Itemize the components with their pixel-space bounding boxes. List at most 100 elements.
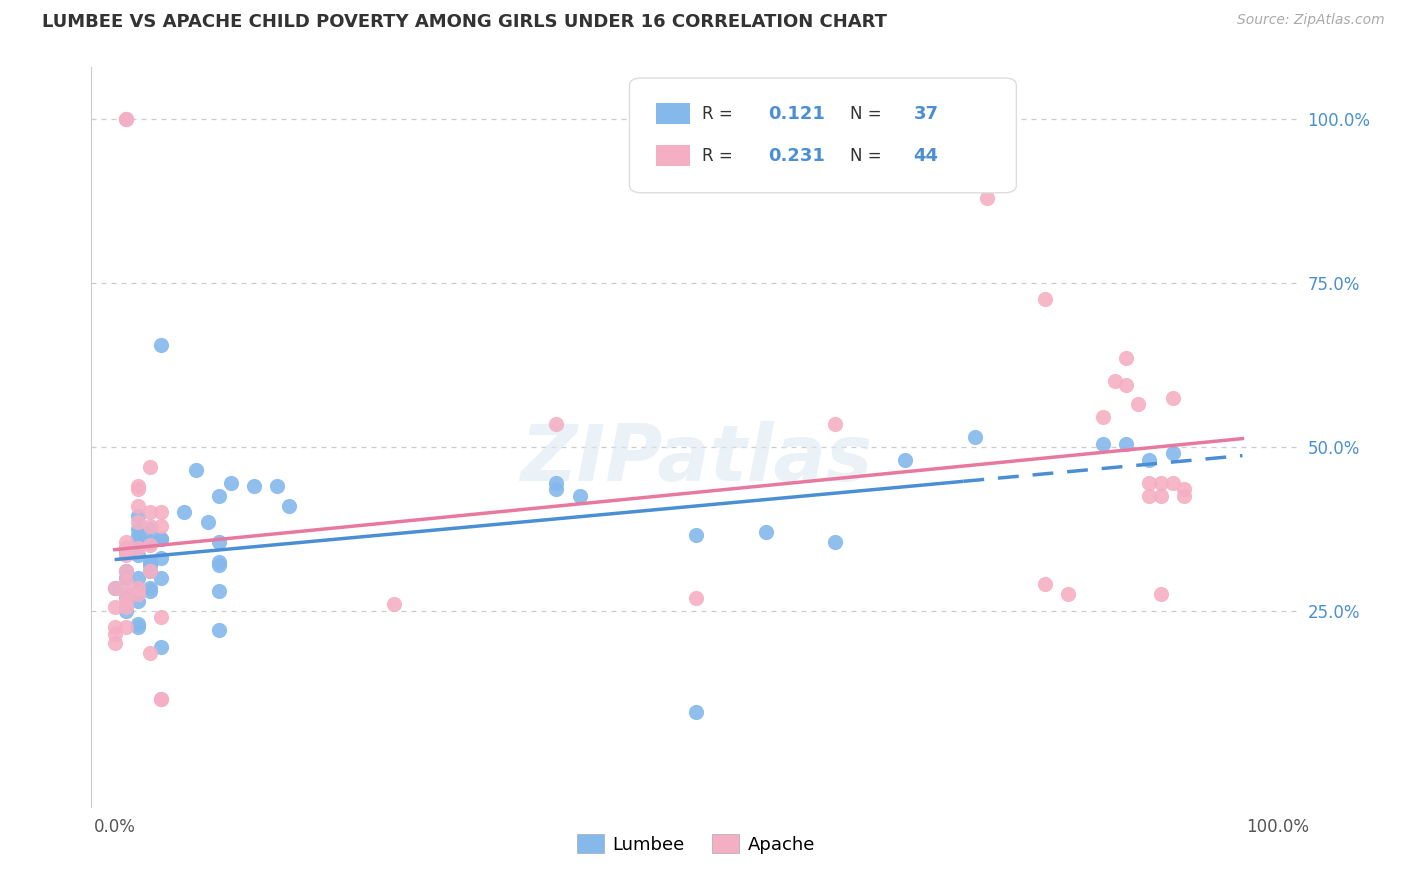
Point: [150, 571, 173, 585]
Point: [127, 584, 149, 599]
Point: [1126, 397, 1149, 411]
Point: [115, 541, 138, 556]
Point: [150, 532, 173, 546]
Text: 44: 44: [914, 147, 939, 165]
Point: [138, 565, 160, 579]
Point: [104, 636, 127, 650]
Point: [104, 581, 127, 595]
Point: [138, 646, 160, 660]
Point: [150, 640, 173, 654]
Point: [1115, 436, 1137, 450]
Point: [1115, 377, 1137, 392]
Point: [127, 587, 149, 601]
Point: [127, 571, 149, 585]
Point: [127, 522, 149, 536]
Text: 0.121: 0.121: [769, 104, 825, 122]
Point: [208, 624, 231, 638]
Point: [115, 565, 138, 579]
Point: [104, 620, 127, 634]
Point: [243, 479, 266, 493]
Point: [150, 518, 173, 533]
Point: [104, 600, 127, 615]
Point: [685, 705, 707, 719]
Point: [104, 581, 127, 595]
Point: [115, 548, 138, 562]
Point: [1161, 446, 1184, 460]
Point: [138, 535, 160, 549]
Point: [127, 616, 149, 631]
Point: [685, 528, 707, 542]
Text: LUMBEE VS APACHE CHILD POVERTY AMONG GIRLS UNDER 16 CORRELATION CHART: LUMBEE VS APACHE CHILD POVERTY AMONG GIR…: [42, 13, 887, 31]
Point: [1091, 410, 1114, 425]
Point: [963, 430, 986, 444]
Point: [1104, 375, 1126, 389]
Point: [1161, 475, 1184, 490]
Text: 0.231: 0.231: [769, 147, 825, 165]
FancyBboxPatch shape: [630, 78, 1017, 193]
Point: [115, 587, 138, 601]
Point: [1173, 483, 1195, 497]
Point: [894, 453, 917, 467]
Point: [127, 548, 149, 562]
Point: [127, 483, 149, 497]
Point: [138, 522, 160, 536]
Point: [138, 555, 160, 569]
Point: [138, 505, 160, 519]
Point: [1161, 391, 1184, 405]
Text: N =: N =: [849, 147, 886, 165]
Point: [824, 417, 846, 431]
Point: [150, 551, 173, 566]
Point: [1137, 453, 1160, 467]
Point: [208, 584, 231, 599]
Text: N =: N =: [849, 104, 886, 122]
Point: [150, 692, 173, 706]
Point: [127, 620, 149, 634]
Point: [138, 459, 160, 474]
Point: [1150, 475, 1173, 490]
Point: [115, 620, 138, 634]
Point: [138, 535, 160, 549]
Point: [127, 499, 149, 513]
Text: R =: R =: [702, 147, 738, 165]
Point: [138, 518, 160, 533]
Point: [208, 558, 231, 572]
Point: [197, 515, 219, 529]
Point: [115, 587, 138, 601]
Point: [127, 479, 149, 493]
Point: [115, 535, 138, 549]
Point: [127, 508, 149, 523]
Point: [138, 581, 160, 595]
Point: [219, 475, 242, 490]
Point: [115, 112, 138, 127]
Point: [173, 505, 195, 519]
Point: [115, 112, 138, 127]
Point: [382, 597, 405, 611]
Point: [138, 538, 160, 552]
Point: [127, 581, 149, 595]
Point: [1150, 489, 1173, 503]
Point: [150, 532, 173, 546]
Point: [568, 489, 591, 503]
Point: [546, 483, 568, 497]
Point: [115, 571, 138, 585]
Point: [184, 463, 207, 477]
Point: [150, 692, 173, 706]
Point: [976, 191, 998, 205]
Point: [115, 574, 138, 589]
Point: [824, 535, 846, 549]
Point: [150, 338, 173, 352]
Point: [115, 565, 138, 579]
FancyBboxPatch shape: [657, 103, 690, 124]
Point: [127, 528, 149, 542]
Point: [546, 475, 568, 490]
Point: [127, 541, 149, 556]
FancyBboxPatch shape: [657, 145, 690, 166]
Text: 37: 37: [914, 104, 939, 122]
Point: [127, 532, 149, 546]
Point: [1091, 436, 1114, 450]
Text: ZIPatlas: ZIPatlas: [520, 421, 872, 498]
Point: [1033, 577, 1056, 591]
Point: [115, 600, 138, 615]
Point: [685, 591, 707, 605]
Point: [1150, 587, 1173, 601]
